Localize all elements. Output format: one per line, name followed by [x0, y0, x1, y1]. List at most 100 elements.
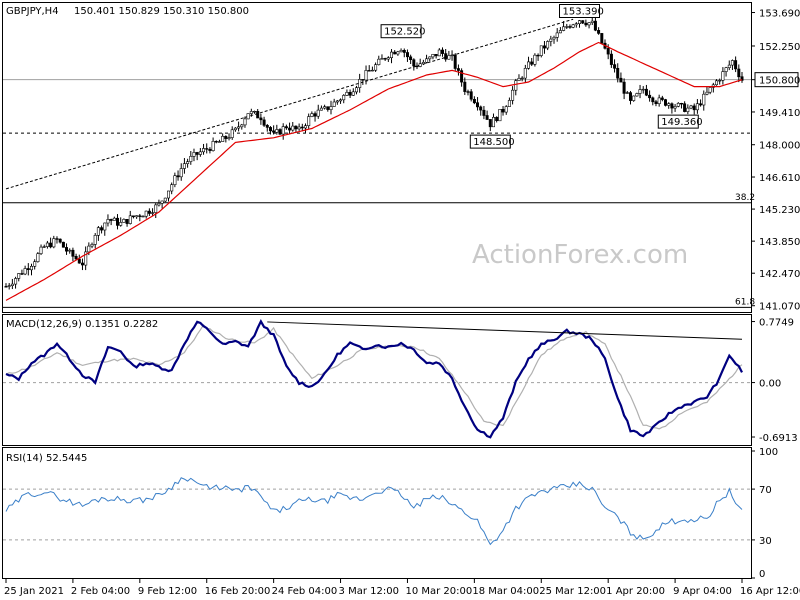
price-levels: 38.2 61.8 [3, 79, 755, 308]
candle-body [87, 245, 91, 253]
candle-body [106, 219, 110, 224]
candle-body [103, 222, 107, 231]
time-tick-label: 18 Mar 04:00 [472, 586, 539, 597]
candle-body [246, 113, 250, 120]
candle-body [268, 127, 272, 132]
candle-body [284, 126, 288, 129]
time-x-axis: 25 Jan 2021 2 Feb 04:00 9 Feb 12:00 16 Feb … [4, 579, 800, 597]
candle-body [418, 63, 422, 67]
price-annotation-label: 149.360 [661, 117, 702, 128]
candle-body [654, 101, 658, 104]
candle-body [131, 215, 135, 218]
rsi-tick-label: 0 [759, 569, 765, 580]
candle-body [405, 52, 409, 58]
candle-body [116, 217, 120, 226]
rising-trendline [5, 18, 574, 190]
candle-body [128, 215, 132, 224]
price-trendline [5, 18, 574, 190]
candle-body [475, 102, 479, 108]
candle-body [683, 103, 687, 112]
candle-body [58, 238, 62, 243]
candle-body [160, 200, 164, 204]
candle-body [10, 283, 14, 287]
candle-body [485, 115, 489, 120]
price-tick-label: 149.410 [759, 108, 800, 119]
candle-body [42, 246, 46, 248]
rsi-panel-title: RSI(14) 52.5445 [6, 453, 87, 464]
price-annotation-label: 153.390 [563, 6, 604, 17]
fib-level-label: 61.8 [735, 297, 755, 307]
candle-body [319, 107, 323, 111]
price-annotations: 152.520 153.390 148.500 149.360 [380, 3, 703, 149]
candle-body [122, 219, 126, 223]
candle-body [463, 81, 467, 92]
candle-body [546, 41, 550, 49]
candle-body [348, 92, 352, 96]
price-candles [4, 15, 744, 290]
candle-body [55, 238, 59, 240]
price-ohlc-text: 150.401 150.829 150.310 150.800 [74, 6, 249, 17]
candle-body [275, 129, 279, 133]
price-highlight-box [754, 72, 799, 88]
candle-body [157, 203, 161, 206]
candle-body [622, 81, 626, 94]
candle-body [23, 268, 27, 275]
candle-body [167, 190, 171, 199]
candle-body [224, 136, 228, 139]
candle-body [26, 268, 30, 271]
candle-body [36, 253, 40, 262]
candle-body [90, 244, 94, 247]
candle-body [584, 22, 588, 26]
candle-body [125, 219, 129, 224]
fib-level-label: 38.2 [735, 193, 755, 203]
candle-body [689, 105, 693, 109]
candle-body [740, 76, 744, 81]
candle-body [4, 286, 8, 288]
rsi-tick-label: 100 [759, 447, 778, 458]
candle-body [253, 111, 257, 113]
candle-body [189, 156, 193, 162]
candle-body [354, 87, 358, 93]
candle-body [727, 64, 731, 68]
rsi-panel-frame [2, 447, 752, 579]
candle-body [176, 175, 180, 178]
price-annotation-label: 148.500 [473, 137, 514, 148]
time-tick-label: 25 Jan 2021 [4, 586, 64, 597]
candle-body [399, 49, 403, 53]
candle-body [504, 106, 508, 113]
candle-body [214, 141, 218, 143]
candle-body [542, 45, 546, 49]
rsi-line-path [5, 477, 743, 546]
candle-body [52, 238, 56, 248]
candle-body [734, 60, 738, 70]
candle-body [259, 117, 263, 121]
candle-body [170, 184, 174, 192]
candle-body [211, 141, 215, 152]
candle-body [74, 255, 78, 260]
candle-body [730, 60, 734, 66]
candle-body [702, 93, 706, 106]
candle-body [77, 258, 81, 264]
time-tick-label: 1 Apr 20:00 [606, 586, 665, 597]
candle-body [179, 168, 183, 178]
candle-body [692, 105, 696, 111]
macd-panel-title: MACD(12,26,9) 0.1351 0.2282 [6, 319, 158, 330]
candle-body [141, 215, 145, 218]
candle-body [361, 79, 365, 81]
candle-body [491, 117, 495, 128]
candle-body [61, 241, 65, 248]
candle-body [488, 119, 492, 128]
time-tick-label: 25 Mar 12:00 [539, 586, 606, 597]
candle-body [186, 161, 190, 164]
candle-body [291, 125, 295, 131]
price-annotation-label: 152.520 [384, 27, 425, 38]
candle-body [724, 67, 728, 72]
candle-body [265, 125, 269, 128]
candle-body [7, 285, 11, 287]
candle-body [549, 38, 553, 42]
candle-body [147, 210, 151, 214]
candle-body [380, 58, 384, 60]
candle-body [256, 111, 260, 119]
candle-body [402, 49, 406, 53]
